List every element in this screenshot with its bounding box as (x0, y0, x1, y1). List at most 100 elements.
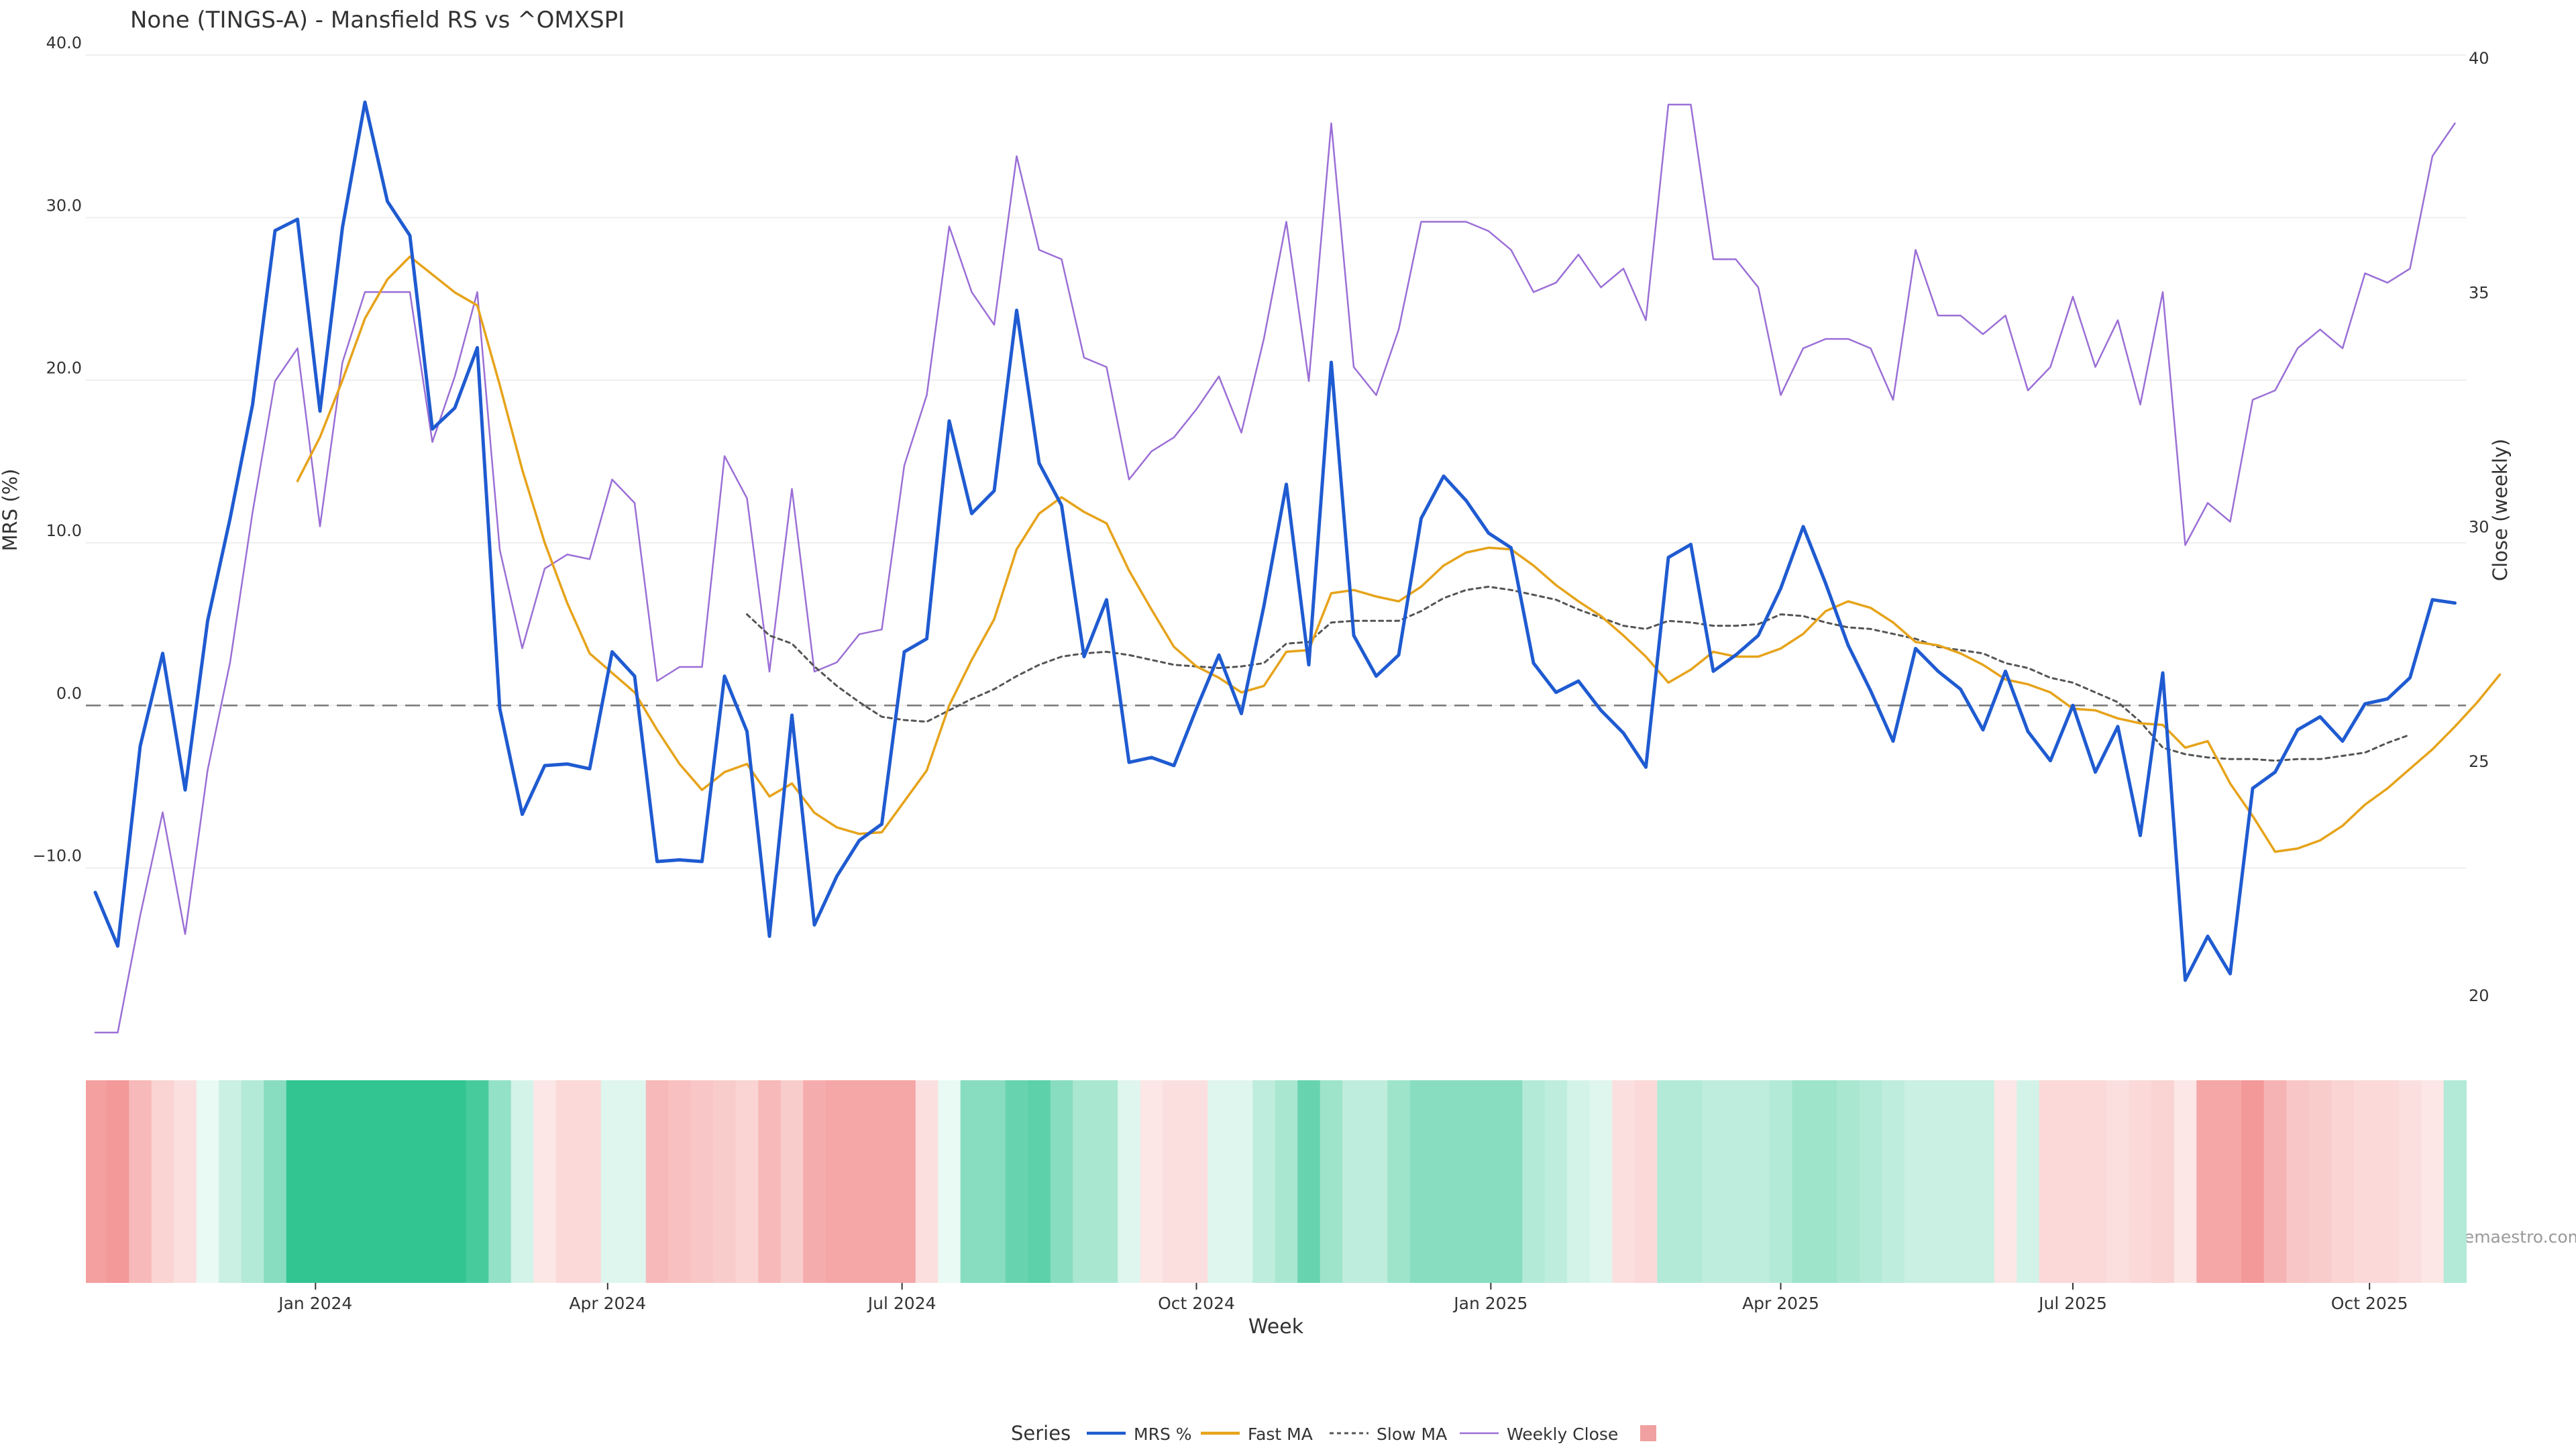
left-tick-label: 10.0 (46, 521, 82, 540)
heatmap-cell (1994, 1080, 2017, 1283)
heatmap-cell (736, 1080, 759, 1283)
legend-swatch (1640, 1425, 1656, 1441)
heatmap-cell (466, 1080, 489, 1283)
heatmap-cell (2151, 1080, 2174, 1283)
heatmap-cell (421, 1080, 444, 1283)
heatmap-cell (443, 1080, 466, 1283)
x-tick-label: Jan 2025 (1452, 1294, 1527, 1313)
heatmap-cell (1342, 1080, 1365, 1283)
heatmap-cell (1657, 1080, 1680, 1283)
heatmap-cell (1882, 1080, 1904, 1283)
heatmap-cell (668, 1080, 691, 1283)
left-axis-label: MRS (%) (0, 469, 21, 552)
heatmap-cell (1140, 1080, 1163, 1283)
heatmap-cell (2061, 1080, 2084, 1283)
heatmap-cell (1972, 1080, 1994, 1283)
heatmap-cell (623, 1080, 646, 1283)
heatmap-cell (2309, 1080, 2332, 1283)
heatmap-cell (331, 1080, 354, 1283)
heatmap-cell (1904, 1080, 1927, 1283)
heatmap-cell (2354, 1080, 2377, 1283)
heatmap-cell (1006, 1080, 1028, 1283)
heatmap-cell (1252, 1080, 1275, 1283)
heatmap-cell (129, 1080, 152, 1283)
heatmap-cell (961, 1080, 983, 1283)
heatmap-cell (1792, 1080, 1815, 1283)
heatmap-cell (2241, 1080, 2264, 1283)
heatmap-cell (174, 1080, 197, 1283)
heatmap-cell (1725, 1080, 1748, 1283)
heatmap-cell (264, 1080, 286, 1283)
heatmap-cell (1432, 1080, 1455, 1283)
heatmap-cell (2399, 1080, 2422, 1283)
legend-title: Series (1011, 1422, 1071, 1445)
heatmap-cell (2174, 1080, 2197, 1283)
heatmap-cell (1185, 1080, 1208, 1283)
heatmap-cell (1410, 1080, 1433, 1283)
x-tick-label: Jul 2025 (2037, 1294, 2107, 1313)
heatmap-cell (1702, 1080, 1725, 1283)
x-tick-label: Oct 2024 (1158, 1294, 1235, 1313)
heatmap-cell (219, 1080, 241, 1283)
right-tick-label: 35 (2469, 283, 2489, 302)
heatmap-cell (1770, 1080, 1792, 1283)
heatmap-cell (197, 1080, 219, 1283)
left-tick-label: −10.0 (32, 847, 82, 866)
heatmap-cell (86, 1080, 107, 1283)
heatmap-cell (511, 1080, 534, 1283)
heatmap-cell (1927, 1080, 1949, 1283)
heatmap-cell (1747, 1080, 1770, 1283)
chart-title: None (TINGS-A) - Mansfield RS vs ^OMXSPI (130, 7, 625, 34)
heatmap-cell (713, 1080, 736, 1283)
heatmap-cell (916, 1080, 938, 1283)
heatmap-cell (1387, 1080, 1410, 1283)
heatmap-cell (1635, 1080, 1658, 1283)
left-tick-label: 30.0 (46, 196, 82, 215)
heatmap-cell (309, 1080, 331, 1283)
heatmap-cell (1455, 1080, 1478, 1283)
heatmap-cell (152, 1080, 174, 1283)
heatmap-cell (1545, 1080, 1568, 1283)
heatmap-cell (1680, 1080, 1703, 1283)
left-tick-label: 0.0 (56, 684, 82, 703)
heatmap-cell (758, 1080, 781, 1283)
x-axis-label: Week (1248, 1315, 1304, 1339)
right-tick-label: 25 (2469, 752, 2489, 771)
heatmap-cell (286, 1080, 309, 1283)
heatmap-cell (1163, 1080, 1185, 1283)
heatmap-cell (1230, 1080, 1253, 1283)
heatmap-cell (1590, 1080, 1613, 1283)
heatmap-cell (1051, 1080, 1073, 1283)
heatmap-cell (1208, 1080, 1230, 1283)
heatmap-cell (556, 1080, 579, 1283)
heatmap-cell (1028, 1080, 1051, 1283)
legend-label: Weekly Close (1507, 1424, 1618, 1444)
heatmap-cell (2129, 1080, 2152, 1283)
heatmap-cell (2264, 1080, 2287, 1283)
heatmap-cell (1522, 1080, 1545, 1283)
heatmap-cell (646, 1080, 669, 1283)
left-tick-label: 20.0 (46, 359, 82, 378)
heatmap-cell (241, 1080, 264, 1283)
heatmap-cell (1815, 1080, 1837, 1283)
legend-label: Slow MA (1377, 1424, 1447, 1444)
right-tick-label: 40 (2469, 49, 2489, 68)
heatmap-cell (107, 1080, 129, 1283)
heatmap-cell (1297, 1080, 1320, 1283)
heatmap-cell (354, 1080, 376, 1283)
heatmap-cell (983, 1080, 1006, 1283)
x-tick-label: Apr 2024 (569, 1294, 646, 1313)
heatmap-cell (781, 1080, 804, 1283)
heatmap-cell (2084, 1080, 2107, 1283)
heatmap-cell (1612, 1080, 1635, 1283)
heatmap-cell (1567, 1080, 1590, 1283)
heatmap-cell (871, 1080, 894, 1283)
heatmap-cell (1095, 1080, 1118, 1283)
heatmap-cell (1500, 1080, 1523, 1283)
heatmap-cell (2286, 1080, 2309, 1283)
heatmap-cell (1477, 1080, 1500, 1283)
left-tick-label: 40.0 (46, 34, 82, 52)
heatmap-cell (2219, 1080, 2242, 1283)
right-tick-label: 30 (2469, 518, 2489, 537)
